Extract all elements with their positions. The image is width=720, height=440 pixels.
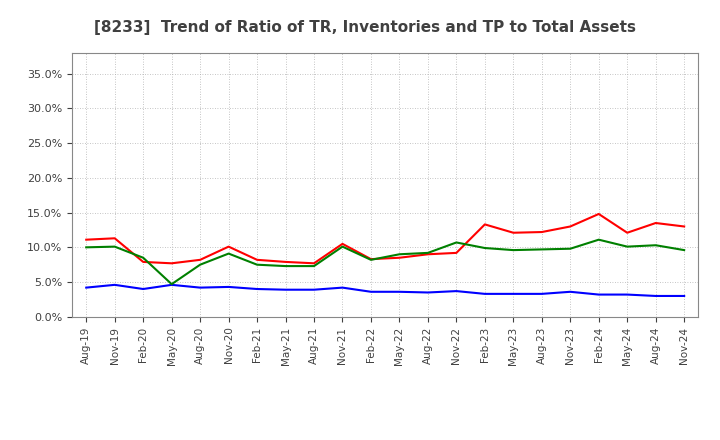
- Trade Payables: [282, 264, 290, 269]
- Line: Inventories: Inventories: [86, 285, 684, 296]
- Trade Payables: [652, 242, 660, 248]
- Inventories: [196, 285, 204, 290]
- Trade Payables: [537, 247, 546, 252]
- Inventories: [452, 289, 461, 294]
- Inventories: [395, 289, 404, 294]
- Inventories: [167, 282, 176, 287]
- Trade Payables: [82, 245, 91, 250]
- Trade Payables: [509, 247, 518, 253]
- Trade Receivables: [225, 244, 233, 249]
- Trade Payables: [623, 244, 631, 249]
- Trade Payables: [167, 282, 176, 287]
- Inventories: [282, 287, 290, 292]
- Trade Payables: [253, 262, 261, 268]
- Inventories: [366, 289, 375, 294]
- Trade Receivables: [82, 237, 91, 242]
- Trade Payables: [139, 255, 148, 260]
- Trade Receivables: [623, 230, 631, 235]
- Inventories: [595, 292, 603, 297]
- Trade Payables: [480, 246, 489, 251]
- Inventories: [338, 285, 347, 290]
- Inventories: [139, 286, 148, 292]
- Inventories: [310, 287, 318, 292]
- Trade Receivables: [196, 257, 204, 263]
- Trade Receivables: [139, 259, 148, 264]
- Trade Receivables: [566, 224, 575, 229]
- Inventories: [480, 291, 489, 297]
- Inventories: [82, 285, 91, 290]
- Inventories: [623, 292, 631, 297]
- Inventories: [110, 282, 119, 287]
- Inventories: [680, 293, 688, 299]
- Trade Payables: [423, 250, 432, 256]
- Trade Receivables: [680, 224, 688, 229]
- Trade Receivables: [537, 229, 546, 235]
- Trade Receivables: [282, 259, 290, 264]
- Trade Payables: [595, 237, 603, 242]
- Inventories: [652, 293, 660, 299]
- Trade Receivables: [310, 260, 318, 266]
- Line: Trade Payables: Trade Payables: [86, 240, 684, 284]
- Inventories: [225, 284, 233, 290]
- Inventories: [423, 290, 432, 295]
- Trade Receivables: [423, 252, 432, 257]
- Trade Receivables: [509, 230, 518, 235]
- Trade Receivables: [452, 250, 461, 256]
- Trade Payables: [310, 264, 318, 269]
- Inventories: [253, 286, 261, 292]
- Trade Receivables: [395, 255, 404, 260]
- Trade Receivables: [366, 257, 375, 262]
- Text: [8233]  Trend of Ratio of TR, Inventories and TP to Total Assets: [8233] Trend of Ratio of TR, Inventories…: [94, 20, 636, 35]
- Trade Receivables: [338, 241, 347, 246]
- Trade Receivables: [652, 220, 660, 226]
- Trade Payables: [452, 240, 461, 245]
- Trade Payables: [680, 247, 688, 253]
- Trade Payables: [395, 252, 404, 257]
- Trade Payables: [366, 257, 375, 263]
- Trade Receivables: [595, 211, 603, 216]
- Trade Receivables: [110, 236, 119, 241]
- Trade Payables: [110, 244, 119, 249]
- Trade Payables: [338, 244, 347, 249]
- Inventories: [537, 291, 546, 297]
- Line: Trade Receivables: Trade Receivables: [86, 214, 684, 263]
- Trade Receivables: [167, 260, 176, 266]
- Trade Receivables: [253, 257, 261, 263]
- Trade Receivables: [480, 222, 489, 227]
- Inventories: [509, 291, 518, 297]
- Inventories: [566, 289, 575, 294]
- Trade Payables: [225, 251, 233, 256]
- Trade Payables: [196, 262, 204, 268]
- Trade Payables: [566, 246, 575, 251]
